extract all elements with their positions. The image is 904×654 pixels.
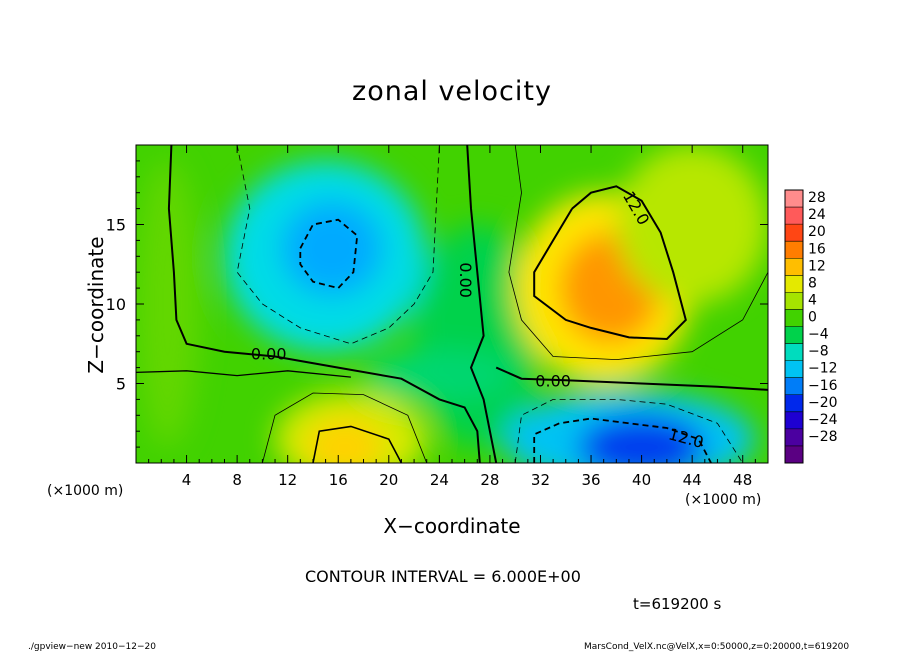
colorbar-label: 24	[808, 207, 826, 223]
colorbar-swatch	[785, 428, 803, 447]
colorbar-label: −8	[808, 344, 829, 360]
x-tick-label: 40	[632, 471, 651, 489]
colorbar-label: 28	[808, 190, 826, 206]
x-tick-label: 20	[379, 471, 398, 489]
x-axis-ticks: 4 8 12 16 20 24 28 32 36 40 44 48	[148, 145, 756, 489]
x-unit-label-right: (×1000 m)	[685, 492, 762, 508]
footer-right: MarsCond_VelX.nc@VelX,x=0:50000,z=0:2000…	[584, 642, 850, 652]
colorbar-swatch	[785, 394, 803, 413]
x-tick-label: 28	[480, 471, 499, 489]
contour-interval-text: CONTOUR INTERVAL = 6.000E+00	[305, 567, 581, 586]
colorbar-swatch	[785, 258, 803, 276]
contour-zero-vertical	[466, 145, 498, 463]
contour-zero-lower	[136, 370, 351, 378]
x-unit-label-left: (×1000 m)	[47, 483, 124, 499]
colorbar-swatch	[785, 360, 803, 379]
colorbar-swatch	[785, 343, 803, 362]
y-axis-ticks: 5 10 15	[106, 160, 768, 448]
field-blobs	[136, 145, 768, 463]
x-tick-label: 16	[329, 471, 348, 489]
field-blob	[136, 160, 200, 448]
x-axis-label: X−coordinate	[383, 514, 521, 538]
contour-zero	[167, 145, 481, 463]
colorbar-label: −12	[808, 361, 838, 377]
contour-lines	[136, 145, 768, 463]
colorbar-label: 20	[808, 224, 826, 240]
x-tick-label: 24	[430, 471, 449, 489]
contour-12-lower	[312, 425, 403, 463]
time-label: t=619200 s	[633, 595, 722, 613]
x-tick-label: 12	[278, 471, 297, 489]
contour-label: 0.00	[251, 344, 287, 363]
colorbar-swatch	[785, 377, 803, 396]
colorbar-label: −4	[808, 327, 829, 343]
colorbar-label: −24	[808, 412, 838, 428]
colorbar-swatch	[785, 411, 803, 430]
x-tick-label: 8	[232, 471, 242, 489]
contour-label: 0.00	[535, 371, 571, 390]
colorbar-swatch	[785, 224, 803, 242]
contour-neg6	[236, 145, 440, 345]
colorbar-swatch	[785, 275, 803, 293]
colorbar-label: −20	[808, 395, 838, 411]
colorbar-label: 8	[808, 275, 817, 291]
field-blob	[363, 350, 516, 401]
contour-neg12-right	[533, 417, 712, 463]
contour-zero-right	[495, 366, 768, 391]
velocity-field	[136, 145, 768, 463]
colorbar-label: −16	[808, 378, 838, 394]
field-blob	[616, 145, 768, 304]
x-tick-label: 48	[733, 471, 752, 489]
y-tick-label: 10	[106, 295, 126, 314]
y-axis-label: Z−coordinate	[84, 236, 108, 374]
colorbar-label: −28	[808, 429, 838, 445]
y-tick-label: 15	[106, 216, 126, 235]
contour-6-lower	[262, 392, 428, 463]
colorbar-label: 16	[808, 241, 826, 257]
colorbar-label: 12	[808, 258, 826, 274]
colorbar-swatch	[785, 241, 803, 259]
x-tick-label: 36	[581, 471, 600, 489]
colorbar-swatch	[785, 445, 803, 464]
y-tick-label: 5	[116, 375, 126, 394]
footer-left: ./gpview−new 2010−12−20	[28, 642, 156, 652]
contour-6	[508, 145, 768, 361]
contour-12	[533, 185, 687, 341]
colorbar-swatch	[785, 190, 803, 208]
field-blob	[578, 415, 705, 463]
colorbar-label: 4	[808, 292, 817, 308]
x-tick-label: 4	[182, 471, 192, 489]
colorbar-swatch	[785, 207, 803, 225]
x-tick-label: 32	[531, 471, 550, 489]
contour-neg6-lower	[514, 399, 744, 463]
contour-neg12-left	[299, 218, 359, 290]
colorbar-swatch	[785, 309, 803, 327]
field-blob	[281, 200, 383, 297]
contour-label: 0.00	[456, 262, 475, 298]
chart-title: zonal velocity	[352, 76, 552, 107]
colorbar-label: 0	[808, 310, 817, 326]
colorbar-swatch	[785, 326, 803, 345]
x-tick-label: 44	[683, 471, 702, 489]
colorbar-swatch	[785, 292, 803, 310]
